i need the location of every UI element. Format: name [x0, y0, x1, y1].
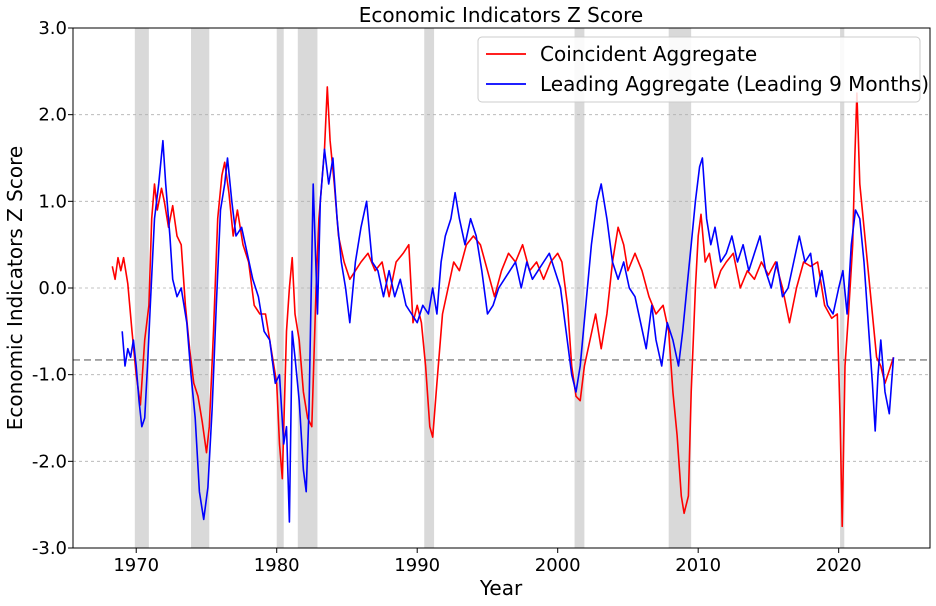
x-axis-label: Year: [479, 576, 523, 600]
x-tick-label: 2000: [535, 555, 581, 576]
series-lines: [111, 86, 895, 528]
x-tick-label: 2010: [675, 555, 721, 576]
y-axis-ticks: -3.0 -2.0 -1.0 0.0 1.0 2.0 3.0: [32, 18, 73, 559]
y-tick-label: 0.0: [38, 278, 67, 299]
x-tick-label: 2020: [816, 555, 862, 576]
chart-title: Economic Indicators Z Score: [359, 3, 643, 27]
series-line-coincident: [111, 86, 895, 528]
y-tick-label: -3.0: [32, 538, 67, 559]
y-tick-label: -2.0: [32, 451, 67, 472]
x-tick-label: 1980: [254, 555, 300, 576]
y-tick-label: 2.0: [38, 105, 67, 126]
legend-label-leading: Leading Aggregate (Leading 9 Months): [540, 72, 929, 96]
x-axis-ticks: 1970 1980 1990 2000 2010 2020: [113, 548, 862, 576]
legend-label-coincident: Coincident Aggregate: [540, 42, 757, 66]
legend: Coincident Aggregate Leading Aggregate (…: [477, 36, 929, 103]
y-tick-label: 1.0: [38, 191, 67, 212]
series-line-leading: [121, 139, 895, 523]
y-tick-label: 3.0: [38, 18, 67, 39]
y-tick-label: -1.0: [32, 365, 67, 386]
x-tick-label: 1990: [394, 555, 440, 576]
y-axis-label: Economic Indicators Z Score: [3, 146, 27, 430]
legend-box: [477, 36, 921, 103]
x-tick-label: 1970: [113, 555, 159, 576]
recession-band-2: [276, 28, 284, 548]
